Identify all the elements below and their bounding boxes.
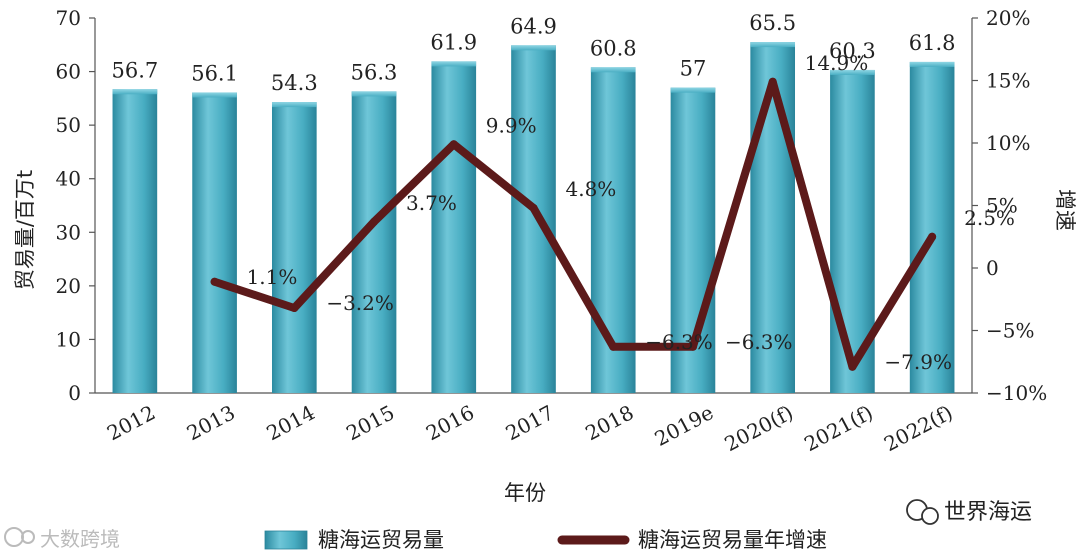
x-tick-label: 2019e [651,400,718,451]
bar-value-label: 56.1 [191,61,238,85]
x-ticks: 2012 2013 2014 2015 2016 2017 2018 2019e 2020(f)… [103,400,956,456]
watermark-right-text: 世界海运 [944,500,1032,525]
right-tick-label: 0 [986,256,999,280]
x-tick-label: 2013 [183,400,239,445]
right-tick-label: 15% [986,69,1030,93]
y-axis-right-title: 增速 [1053,189,1077,231]
bars [112,42,955,394]
growth-value-label: −6.3% [725,330,793,354]
bar-cap [670,87,716,93]
growth-point [449,140,458,149]
bar-cap [511,45,556,51]
growth-rate-line [210,77,937,371]
left-tick-label: 10 [56,327,81,351]
growth-value-label: 14.9% [805,51,869,75]
bar [112,89,158,393]
bar-value-label: 64.9 [510,14,557,38]
line-labels: 1.1% −3.2% 3.7% 9.9% 4.8% −6.3% −6.3% 14.9% −7.9… [247,51,1015,374]
x-tick-label: 2014 [262,400,318,445]
bar-cap [351,91,397,97]
bar [271,102,317,393]
watermark-left-text: 大数跨境 [40,527,120,551]
bar-cap [112,89,158,95]
right-tick-label: 10% [986,131,1030,155]
bar-cap [192,92,237,98]
right-tick-label: −10% [986,381,1047,405]
left-tick-label: 50 [56,113,81,137]
x-tick-label: 2021(f) [800,400,877,456]
x-tick-label: 2017 [502,400,558,445]
left-tick-label: 30 [56,220,81,244]
growth-value-label: −7.9% [884,350,952,374]
x-tick-label: 2016 [422,400,478,445]
watermark-left: 大数跨境 [4,527,120,551]
growth-point [370,217,379,226]
bar [192,92,237,393]
x-tick-label: 2022(f) [880,400,957,456]
x-axis-title: 年份 [504,481,546,505]
left-tick-label: 0 [68,381,81,405]
left-tick-label: 20 [56,274,81,298]
bar-value-label: 56.7 [111,58,158,82]
growth-point [928,232,937,241]
growth-point [210,277,219,286]
bar [590,67,636,394]
bar-cap [431,61,477,67]
bar-value-label: 61.8 [909,31,956,55]
growth-point [688,342,697,351]
growth-point [768,77,777,86]
bar-value-label: 56.3 [351,60,398,84]
x-tick-label: 2020(f) [721,400,798,456]
bar-labels: 56.7 56.1 54.3 56.3 61.9 64.9 60.8 57 65.5 60.3 61… [111,11,955,95]
right-tick-label: 20% [986,6,1030,30]
left-tick-label: 40 [56,167,81,191]
right-tick-label: −5% [986,319,1035,343]
bar [431,61,477,394]
bar-value-label: 54.3 [271,71,318,95]
legend-line-label: 糖海运贸易量年增速 [638,528,827,552]
growth-value-label: 2.5% [964,206,1015,230]
growth-value-label: −3.2% [326,291,394,315]
growth-value-label: 4.8% [566,177,617,201]
right-tick-label: 5% [986,194,1018,218]
legend-bar-label: 糖海运贸易量 [318,528,444,552]
growth-point [290,304,299,312]
x-tick-label: 2015 [342,400,398,445]
growth-value-label: −6.3% [645,330,713,354]
bar-value-label: 57 [680,57,707,81]
watermark-logo-icon [4,527,24,547]
growth-point [529,204,538,212]
watermark-right: 世界海运 [906,499,1032,525]
x-tick-label: 2012 [103,400,159,445]
wechat-icon-second [921,507,939,525]
bar-value-label: 65.5 [749,11,796,35]
bar-cap [909,61,955,67]
y-axis-left-title: 贸易量/百万t [13,170,37,290]
bar-cap [590,67,636,73]
bar [750,42,796,393]
legend-bar-swatch [264,530,308,550]
watermark-logo-icon-inner [21,530,35,544]
bar-cap [830,69,875,75]
bar-value-label: 60.8 [590,36,637,60]
bar-cap [750,42,796,48]
growth-value-label: 3.7% [406,191,457,215]
growth-value-label: 9.9% [486,113,537,137]
right-ticks: −10% −5% 0 5% 10% 15% 20% [972,6,1047,405]
bar [511,45,556,393]
growth-point [609,342,618,351]
left-ticks: 0 10 20 30 40 50 60 70 [56,6,95,405]
left-tick-label: 70 [56,6,81,30]
left-tick-label: 60 [56,60,81,84]
x-tick-label: 2018 [581,400,637,445]
growth-value-label: 1.1% [247,265,298,289]
bar-cap [271,102,317,108]
growth-line-layer [210,77,937,371]
growth-point [848,362,857,371]
legend: 糖海运贸易量 糖海运贸易量年增速 [264,528,827,552]
bar-value-label: 60.3 [829,39,876,63]
bar-value-label: 61.9 [430,30,477,54]
bar [909,61,955,394]
